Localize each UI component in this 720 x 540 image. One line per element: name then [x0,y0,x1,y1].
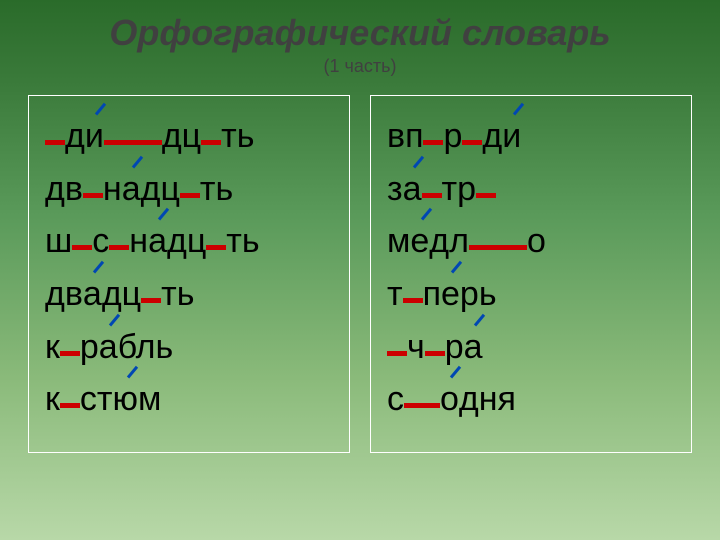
blank-slot [104,140,162,145]
word-text: м [387,222,410,260]
blank-slot [462,140,482,145]
stress-mark: е [441,268,460,321]
stress-mark: ю [112,373,138,426]
stress-mark: а [122,163,141,216]
blank-slot [422,193,442,198]
blank-slot [469,245,527,250]
word-text: бль [118,328,174,366]
word-text: н [129,222,148,260]
word-text: ть [161,275,194,313]
blank-slot [60,403,80,408]
word-text: ть [221,117,254,155]
blank-slot [404,403,440,408]
blank-slot [423,140,443,145]
stress-mark: и [502,110,521,163]
word-text: к [45,380,60,418]
word-text: т [387,275,403,313]
word-text: дц [167,222,206,260]
word-text: ш [45,222,72,260]
word-text: дц [102,275,141,313]
blank-slot [206,245,226,250]
word-text: тр [442,170,476,208]
word-text: р [80,328,99,366]
right-word-3: тперь [387,268,675,321]
word-text: ть [226,222,259,260]
stress-mark: е [410,215,429,268]
stress-mark: а [99,321,118,374]
word-text: дц [141,170,180,208]
word-text: м [138,380,161,418]
word-text: дв [45,275,83,313]
word-text: к [45,328,60,366]
stress-mark: а [403,163,422,216]
word-text: ст [80,380,113,418]
word-text: д [482,117,502,155]
right-word-2: медл о [387,215,675,268]
word-text: н [103,170,122,208]
word-text: дв [45,170,83,208]
word-text: рь [460,275,497,313]
blank-slot [109,245,129,250]
right-word-5: содня [387,373,675,426]
left-word-4: крабль [45,321,333,374]
word-text: ч [407,328,425,366]
blank-slot [45,140,65,145]
left-word-2: шснадцть [45,215,333,268]
stress-mark: а [464,321,483,374]
columns-container: дидцтьдвнадцтьшснадцтьдвадцтькраблькстюм… [0,77,720,453]
page-title: Орфографический словарь [0,0,720,54]
blank-slot [83,193,103,198]
word-text: р [445,328,464,366]
stress-mark: а [83,268,102,321]
right-word-4: чра [387,321,675,374]
word-text: о [527,222,546,260]
blank-slot [403,298,423,303]
word-text: дня [459,380,516,418]
left-word-3: двадцть [45,268,333,321]
blank-slot [60,351,80,356]
word-text: ть [200,170,233,208]
word-text: с [92,222,109,260]
word-text: дл [429,222,469,260]
word-text: с [387,380,404,418]
word-text: з [387,170,403,208]
word-text: р [443,117,462,155]
blank-slot [141,298,161,303]
stress-mark: и [85,110,104,163]
left-word-5: кстюм [45,373,333,426]
right-word-0: впрди [387,110,675,163]
blank-slot [476,193,496,198]
blank-slot [72,245,92,250]
blank-slot [201,140,221,145]
right-column: впрдизатрмедлотперьчрасодня [370,95,692,453]
left-word-1: двнадцть [45,163,333,216]
page-subtitle: (1 часть) [0,56,720,77]
left-column: дидцтьдвнадцтьшснадцтьдвадцтькраблькстюм [28,95,350,453]
stress-mark: о [440,373,459,426]
left-word-0: ди дцть [45,110,333,163]
word-text: вп [387,117,423,155]
blank-slot [180,193,200,198]
stress-mark: а [148,215,167,268]
word-text: д [65,117,85,155]
blank-slot [387,351,407,356]
blank-slot [425,351,445,356]
word-text: п [423,275,441,313]
word-text: дц [162,117,201,155]
